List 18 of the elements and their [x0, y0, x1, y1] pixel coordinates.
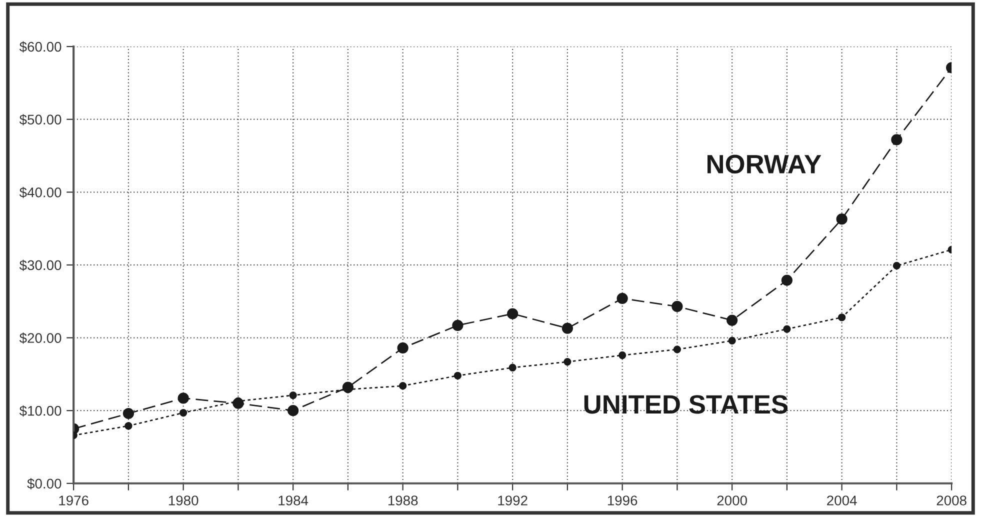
x-tick-label: 2004 — [827, 496, 857, 506]
y-tick-label: $30.00 — [19, 260, 62, 271]
y-tick-label: $40.00 — [19, 186, 62, 198]
x-tick-label: 1980 — [168, 496, 198, 506]
x-tick-label: 1996 — [608, 496, 638, 506]
x-tick-label: 2008 — [936, 496, 966, 506]
y-tick-label: $50.00 — [19, 114, 62, 126]
x-tick-label: 1976 — [59, 496, 88, 506]
y-tick-label: $60.00 — [19, 41, 62, 53]
series-label: UNITED STATES — [584, 395, 788, 414]
y-tick-label: $20.00 — [19, 332, 62, 344]
x-tick-label: 2000 — [717, 496, 747, 506]
x-tick-label: 1988 — [388, 496, 418, 506]
x-tick-label: 1984 — [278, 496, 308, 506]
y-tick-label: $0.00 — [27, 478, 62, 490]
y-tick-label: $10.00 — [19, 405, 62, 417]
series-label: NORWAY — [707, 154, 822, 174]
x-tick-label: 1992 — [498, 496, 528, 506]
